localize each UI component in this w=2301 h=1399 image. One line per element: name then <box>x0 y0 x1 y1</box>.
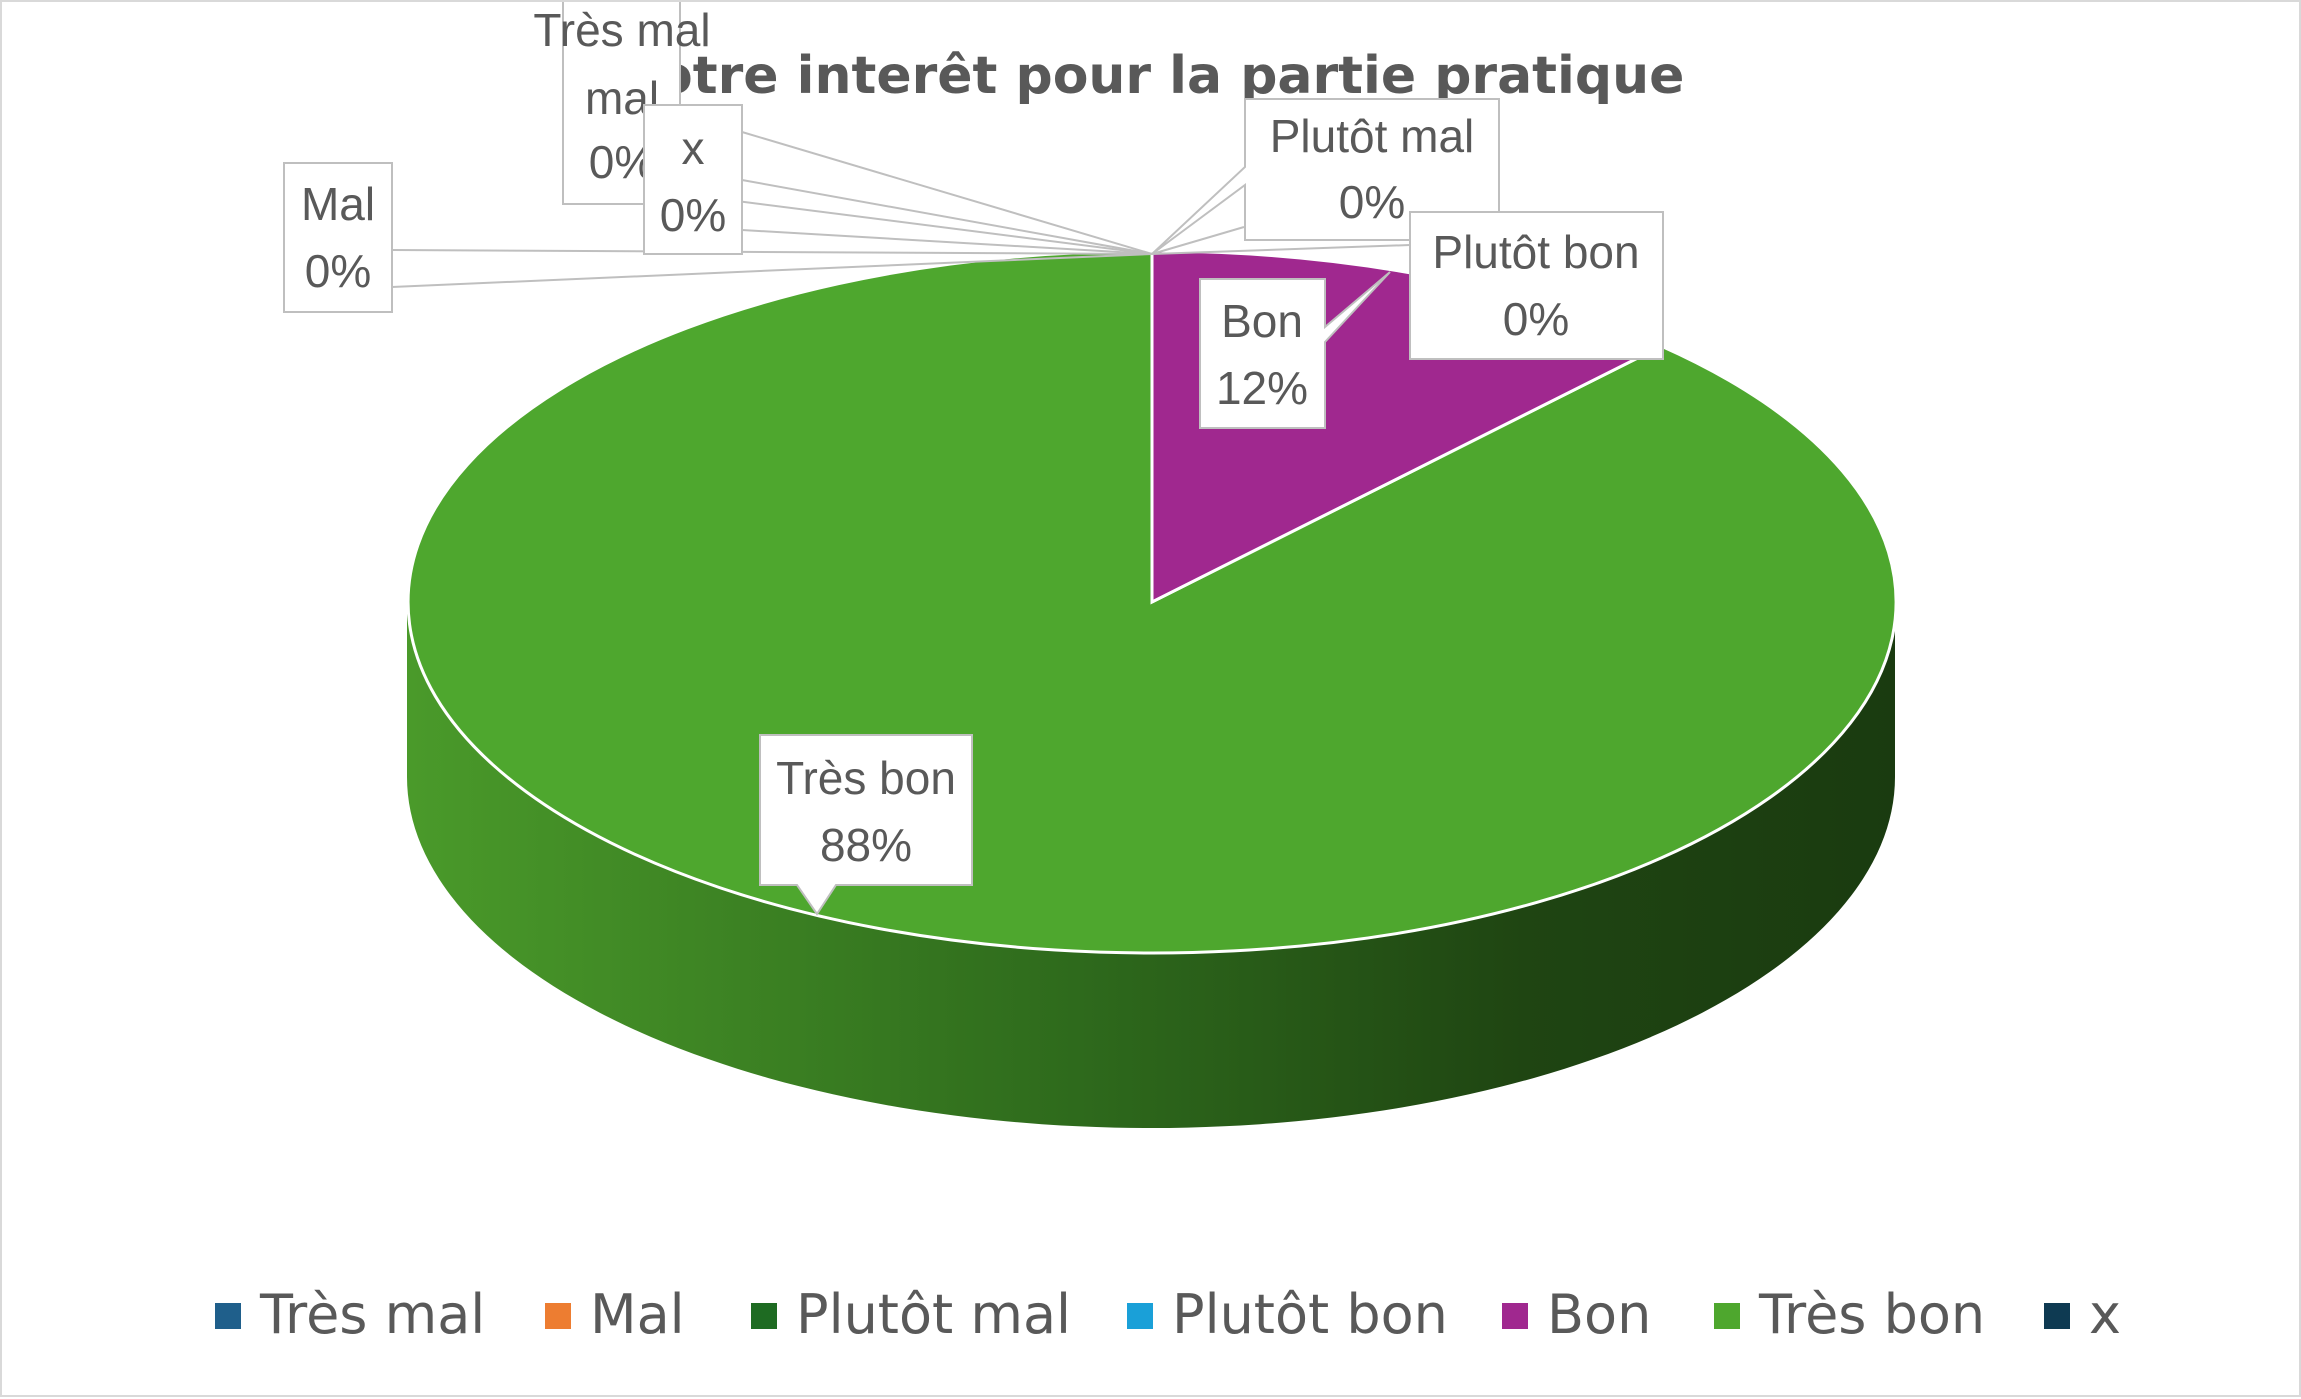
data-label-plutot-mal-category: Plutôt mal <box>1270 110 1475 162</box>
legend-swatch-plutot-mal <box>751 1303 777 1329</box>
legend-swatch-bon <box>1502 1303 1528 1329</box>
legend-label-bon: Bon <box>1547 1283 1651 1346</box>
data-label-mal: Mal 0% <box>283 162 393 313</box>
data-label-mal-value: 0% <box>305 245 371 297</box>
data-label-tres-bon-category: Très bon <box>776 752 956 804</box>
legend-label-tres-mal: Très mal <box>259 1283 485 1346</box>
legend-label-plutot-mal: Plutôt mal <box>796 1283 1071 1346</box>
legend-label-x: x <box>2089 1283 2121 1346</box>
data-label-bon-value: 12% <box>1216 362 1308 414</box>
data-label-bon: Bon 12% <box>1199 271 1391 429</box>
legend-label-plutot-bon: Plutôt bon <box>1172 1283 1448 1346</box>
data-label-plutot-mal-value: 0% <box>1339 176 1405 228</box>
data-label-plutot-bon-value: 0% <box>1503 293 1569 345</box>
data-label-plutot-bon-category: Plutôt bon <box>1432 226 1639 278</box>
legend-swatch-tres-mal <box>215 1303 241 1329</box>
legend-label-mal: Mal <box>590 1283 685 1346</box>
legend-label-tres-bon: Très bon <box>1758 1283 1985 1346</box>
data-label-tres-bon-value: 88% <box>820 819 912 871</box>
pie-side-tres-bon <box>407 602 1895 1128</box>
data-label-mal-category: Mal <box>301 178 375 230</box>
legend-swatch-tres-bon <box>1714 1303 1740 1329</box>
legend-swatch-plutot-bon <box>1127 1303 1153 1329</box>
data-label-x: x 0% <box>643 104 743 255</box>
data-label-tres-bon: Très bon 88% <box>759 734 973 916</box>
data-label-tres-mal-category: Très mal <box>533 4 710 56</box>
legend-swatch-x <box>2044 1303 2070 1329</box>
legend-swatch-mal <box>545 1303 571 1329</box>
data-label-plutot-bon: Plutôt bon 0% <box>1409 211 1664 360</box>
data-label-x-value: 0% <box>660 189 726 241</box>
data-label-x-category: x <box>682 122 705 174</box>
legend: Très mal Mal Plutôt mal Plutôt bon Bon T… <box>215 1283 2121 1346</box>
data-label-bon-category: Bon <box>1221 295 1303 347</box>
chart-title: Votre interêt pour la partie pratique <box>620 46 1685 106</box>
